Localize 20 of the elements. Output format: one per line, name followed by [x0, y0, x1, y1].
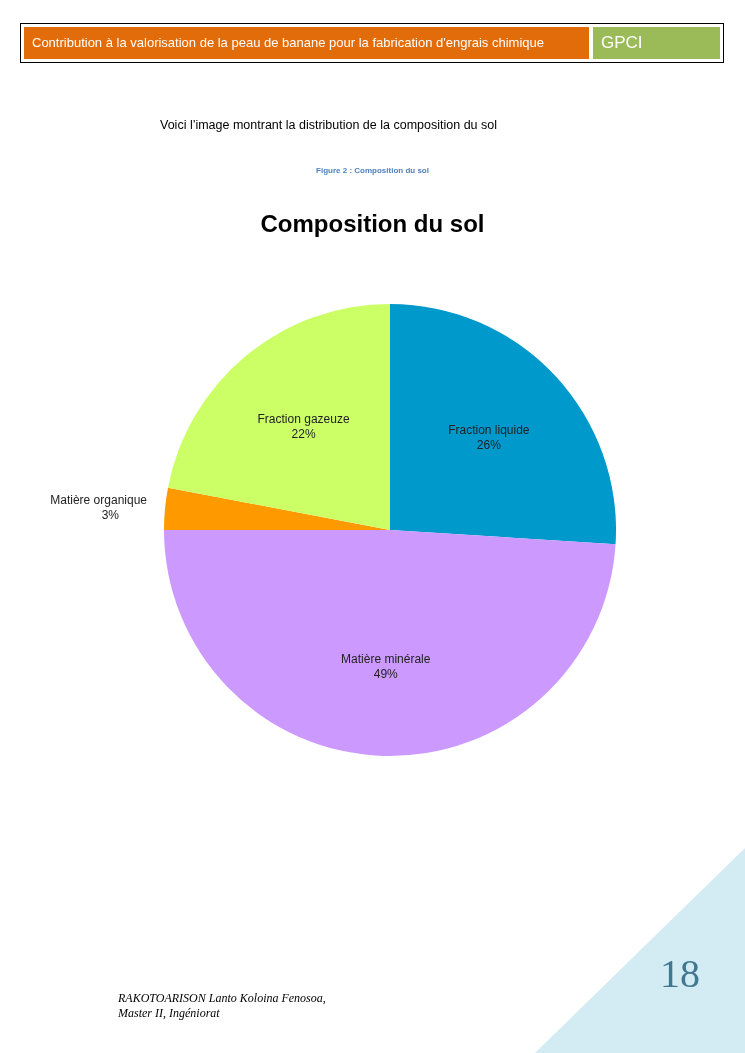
pie-slice [164, 487, 390, 530]
text: Voici l’image montrant la distribution de la composition du sol [160, 118, 497, 132]
slice-label: Fraction liquide [448, 423, 530, 438]
data-label: 22% [291, 426, 316, 441]
slice-label: Matière minérale [341, 651, 431, 666]
slice-label: Fraction gazeuze [257, 411, 350, 426]
text: 18 [660, 950, 700, 997]
data-label: 3% [101, 508, 120, 523]
data-label: 49% [373, 666, 399, 681]
chart-title: Composition du sol [259, 210, 486, 238]
caption: Figure 2 : Composition du sol [315, 166, 430, 175]
text: Master II, Ingéniorat [118, 1006, 220, 1021]
slice-label: Matière organique [50, 493, 148, 508]
text: Contribution à la valorisation de la peau de banane pour la fabrication d'engrais chimique [24, 27, 589, 59]
text: GPCI [593, 27, 720, 59]
pie-slice [168, 304, 390, 530]
text: RAKOTOARISON Lanto Koloina Fenosoa, [118, 991, 326, 1006]
pie-slice [164, 530, 616, 756]
pie-slice [390, 304, 616, 545]
data-label: 26% [476, 438, 502, 453]
